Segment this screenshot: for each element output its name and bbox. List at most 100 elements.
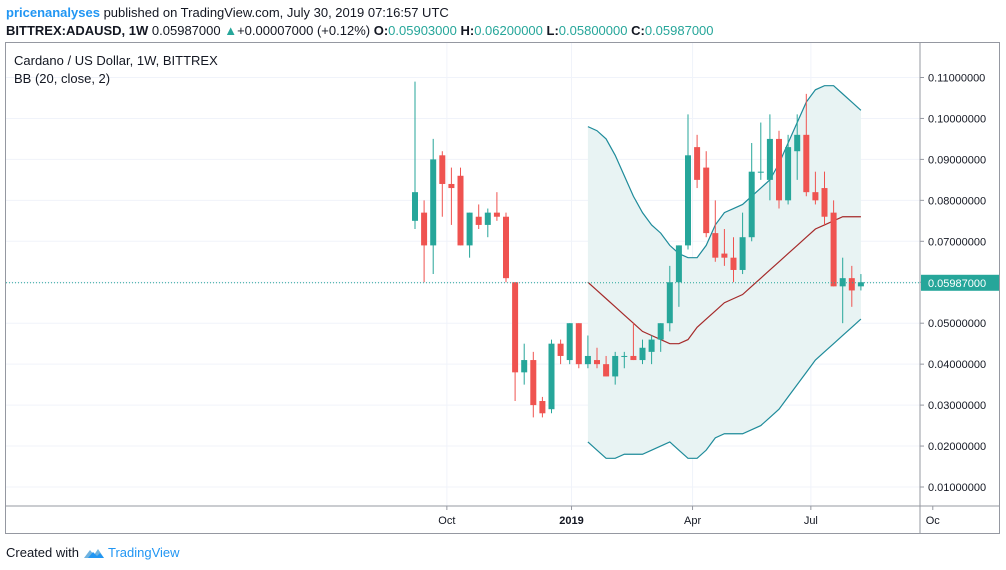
candle: [848, 265, 855, 307]
candle: [757, 122, 764, 180]
candle-body: [657, 323, 664, 340]
candle-body: [530, 360, 537, 406]
indicator-legend: BB (20, close, 2): [14, 71, 110, 86]
candle: [794, 114, 801, 180]
chart-frame: 0.12000000 0.11000000 0.10000000 0.09000000…: [5, 42, 1000, 534]
candle: [539, 396, 546, 418]
candle: [675, 245, 682, 307]
low-label: L:: [546, 23, 559, 38]
candle: [766, 114, 773, 201]
candle: [484, 208, 491, 238]
x-tick-label: Apr: [684, 515, 701, 527]
candle: [639, 339, 646, 365]
candle: [457, 167, 464, 246]
candle: [530, 351, 537, 418]
high-value: 0.06200000: [474, 23, 543, 38]
candle-body: [666, 282, 673, 324]
candle-body: [557, 343, 564, 356]
price-change: +0.00007000 (+0.12%): [237, 23, 371, 38]
candle-body: [457, 175, 464, 246]
tradingview-brand[interactable]: TradingView: [107, 545, 180, 560]
y-tick-label: 0.03000000: [928, 400, 986, 412]
y-tick-label: 0.11000000: [928, 73, 985, 85]
candle: [584, 335, 591, 369]
publish-header: pricenanalyses published on TradingView.…: [6, 5, 449, 20]
candle: [730, 237, 737, 283]
candle-body: [493, 212, 500, 217]
candle-body: [621, 355, 628, 357]
candle: [603, 355, 610, 377]
candle-body: [739, 237, 746, 270]
candle-body: [512, 282, 519, 373]
candle: [439, 151, 446, 217]
footer: Created with TradingView: [6, 545, 180, 560]
candle: [557, 339, 564, 365]
candle-body: [794, 134, 801, 152]
candle-body: [503, 216, 509, 279]
candle: [421, 200, 428, 283]
candle: [703, 151, 710, 238]
candle-body: [703, 167, 710, 234]
candle: [412, 81, 418, 230]
candle: [694, 134, 701, 189]
candle: [839, 257, 846, 324]
candle-body: [757, 171, 764, 173]
candle-body: [812, 192, 819, 201]
x-tick-label: Oct: [438, 515, 455, 527]
candle: [812, 171, 819, 205]
candle-body: [539, 401, 546, 414]
open-value: 0.05903000: [388, 23, 457, 38]
y-tick-label: 0.04000000: [928, 359, 986, 371]
y-tick-label: 0.07000000: [928, 236, 986, 248]
candle-body: [694, 147, 701, 180]
candle: [548, 339, 555, 414]
candle: [712, 200, 719, 262]
candle-body: [566, 323, 573, 361]
x-tick-label: Jul: [804, 515, 818, 527]
candle: [830, 200, 837, 287]
bollinger-upper-line: [587, 85, 862, 259]
candle: [685, 114, 691, 250]
low-value: 0.05800000: [558, 23, 628, 38]
candle: [721, 229, 728, 266]
candle-body: [748, 171, 755, 238]
candle: [776, 130, 782, 209]
author-link[interactable]: pricenanalyses: [6, 5, 100, 20]
candle-body: [612, 355, 619, 377]
candle: [521, 343, 528, 385]
candle: [466, 212, 473, 258]
candle-body: [594, 360, 600, 365]
candle: [475, 204, 482, 230]
y-tick-label: 0.12000000: [928, 43, 986, 44]
close-label: C:: [631, 23, 645, 38]
candle-body: [421, 212, 428, 246]
candle-body: [776, 138, 782, 201]
candle-body: [721, 253, 728, 258]
candle: [493, 192, 500, 221]
current-price-tag: [921, 274, 999, 291]
candle: [448, 167, 455, 225]
candle: [785, 134, 792, 205]
candle-body: [766, 138, 773, 180]
bollinger-band-fill: [587, 85, 861, 459]
candlestick-chart[interactable]: 0.12000000 0.11000000 0.10000000 0.09000000…: [6, 43, 999, 533]
candle-body: [857, 282, 864, 287]
candle-body: [685, 155, 691, 246]
candle-body: [439, 155, 446, 184]
candle: [739, 212, 746, 275]
candle: [566, 323, 573, 365]
candle: [575, 323, 582, 369]
candle-body: [430, 159, 437, 246]
candle: [803, 93, 810, 197]
y-tick-label: 0.09000000: [928, 154, 986, 166]
candle-body: [584, 355, 591, 365]
candle-body: [484, 212, 491, 225]
candle-body: [830, 212, 837, 287]
x-tick-label: 2019: [559, 515, 583, 527]
candle: [657, 323, 664, 352]
open-label: O:: [373, 23, 389, 38]
chart-title: Cardano / US Dollar, 1W, BITTREX: [14, 53, 218, 68]
candle-body: [821, 188, 828, 217]
created-with-text: Created with: [6, 545, 79, 560]
candle-body: [548, 343, 555, 410]
